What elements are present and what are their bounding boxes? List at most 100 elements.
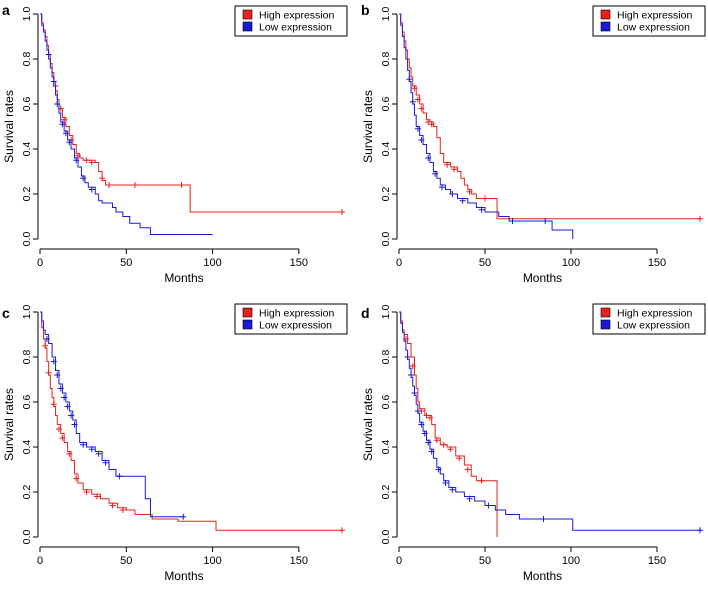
censor-mark	[418, 137, 425, 143]
y-tick-label: 0.6	[380, 97, 392, 112]
censor-mark	[116, 473, 123, 480]
censor-mark	[43, 336, 50, 342]
censor-mark	[433, 437, 440, 444]
y-tick-label: 0.2	[21, 485, 33, 500]
x-tick-label: 100	[562, 257, 580, 269]
legend-label: High expression	[259, 10, 334, 22]
series-line-high	[399, 13, 700, 220]
censor-mark	[71, 421, 78, 428]
censor-mark	[66, 139, 73, 146]
panel-label: b	[361, 2, 370, 18]
x-tick-label: 0	[396, 257, 402, 269]
legend-box	[592, 303, 706, 335]
censor-mark	[451, 166, 458, 173]
censor-mark	[447, 446, 454, 453]
legend-box	[234, 303, 348, 335]
censor-mark	[449, 486, 456, 493]
x-tick-label: 50	[120, 257, 132, 269]
x-tick-label: 50	[120, 555, 132, 567]
panel-label: d	[361, 305, 370, 321]
censor-mark	[339, 209, 345, 215]
censor-mark	[414, 125, 421, 132]
censor-mark	[459, 197, 466, 204]
censor-mark	[180, 513, 187, 520]
censor-mark	[449, 191, 456, 197]
censor-mark	[425, 439, 432, 446]
censor-mark	[50, 401, 57, 408]
y-tick-label: 0.8	[21, 52, 33, 67]
censor-mark	[54, 101, 61, 107]
censor-mark	[73, 157, 80, 164]
y-tick-label: 1.0	[380, 7, 392, 22]
x-axis-label: Months	[523, 271, 562, 285]
x-axis-label: Months	[523, 569, 562, 583]
censor-mark	[414, 96, 421, 103]
censor-mark	[178, 182, 185, 188]
y-tick-label: 0.0	[380, 232, 392, 247]
y-tick-label: 1.0	[380, 305, 392, 320]
censor-mark	[55, 426, 62, 432]
series-line-low	[40, 311, 184, 518]
x-tick-label: 150	[290, 555, 308, 567]
censor-mark	[45, 369, 52, 376]
y-tick-label: 1.0	[21, 7, 33, 22]
censor-mark	[439, 184, 445, 191]
y-tick-label: 0.8	[380, 52, 392, 67]
x-tick-label: 150	[648, 257, 666, 269]
censor-mark	[697, 527, 703, 534]
legend-box	[592, 5, 706, 37]
legend-swatch	[242, 319, 253, 330]
censor-mark	[61, 394, 68, 401]
legend-box	[234, 5, 348, 37]
censor-mark	[80, 441, 87, 448]
legend-label: High expression	[617, 308, 692, 320]
legend-label: Low expression	[617, 320, 690, 332]
censor-mark	[59, 435, 66, 441]
censor-mark	[423, 412, 430, 419]
x-axis-label: Months	[164, 569, 203, 583]
censor-mark	[339, 527, 345, 534]
censor-mark	[408, 372, 415, 378]
x-tick-label: 0	[396, 555, 402, 567]
censor-mark	[542, 218, 549, 224]
censor-mark	[45, 51, 52, 58]
legend-label: Low expression	[259, 320, 332, 332]
censor-mark	[119, 507, 126, 513]
censor-mark	[57, 385, 64, 392]
censor-mark	[66, 450, 73, 457]
y-tick-label: 0.4	[380, 142, 392, 157]
y-tick-label: 0.2	[380, 485, 392, 500]
censor-mark	[102, 459, 109, 466]
censor-mark	[421, 430, 428, 437]
censor-mark	[88, 446, 95, 453]
y-tick-label: 0.2	[21, 187, 33, 202]
censor-mark	[99, 175, 106, 182]
y-tick-label: 0.0	[380, 530, 392, 545]
panel-label: c	[2, 305, 10, 321]
censor-mark	[456, 455, 463, 462]
censor-mark	[411, 85, 418, 92]
censor-mark	[409, 363, 416, 369]
censor-mark	[409, 98, 416, 105]
censor-mark	[485, 502, 492, 509]
y-tick-label: 1.0	[21, 305, 33, 320]
censor-mark	[466, 188, 473, 195]
censor-mark	[73, 475, 80, 482]
y-tick-label: 0.6	[21, 395, 33, 410]
censor-mark	[62, 130, 69, 137]
censor-mark	[414, 408, 421, 414]
censor-mark	[425, 155, 432, 161]
series-line-high	[399, 311, 498, 537]
censor-mark	[428, 448, 435, 455]
censor-mark	[406, 76, 413, 83]
y-tick-label: 0.8	[380, 350, 392, 365]
legend-label: Low expression	[617, 22, 690, 34]
censor-mark	[411, 390, 418, 396]
censor-mark	[83, 489, 90, 495]
censor-mark	[106, 182, 113, 188]
censor-mark	[93, 493, 100, 500]
censor-mark	[95, 450, 102, 457]
censor-mark	[418, 105, 425, 112]
x-tick-label: 100	[203, 257, 221, 269]
x-tick-label: 50	[479, 555, 491, 567]
